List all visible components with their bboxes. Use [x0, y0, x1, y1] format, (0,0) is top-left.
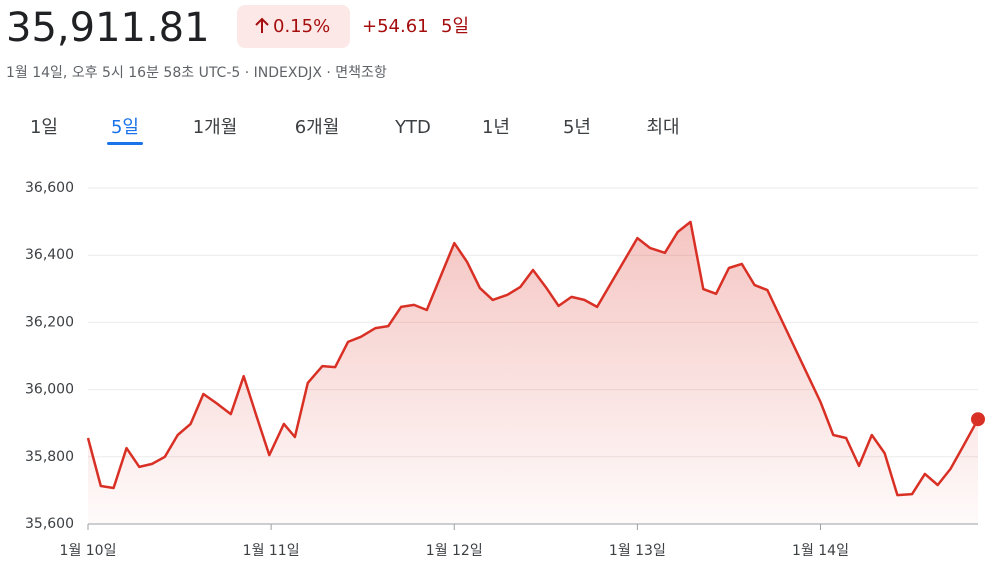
range-tab[interactable]: 1일	[30, 117, 58, 138]
price: 35,911.81	[6, 5, 210, 51]
x-tick-label: 1월 11일	[243, 543, 300, 559]
area	[88, 221, 978, 524]
range-tab[interactable]: 1개월	[193, 117, 238, 138]
x-tick-label: 1월 10일	[60, 543, 117, 559]
x-tick-label: 1월 13일	[609, 543, 666, 559]
change-pill	[237, 5, 350, 48]
y-tick-label: 36,400	[25, 247, 74, 263]
change-period: 5일	[441, 16, 469, 37]
y-tick-label: 35,600	[25, 516, 74, 532]
meta: 1월 14일, 오후 5시 16분 58초 UTC-5 · INDEXDJX ·…	[6, 65, 387, 81]
line	[86, 220, 980, 497]
y-tick-label: 36,000	[25, 382, 74, 398]
range-tab[interactable]: 1년	[482, 117, 510, 138]
last-point	[971, 412, 985, 427]
range-tab[interactable]: 5년	[563, 117, 591, 138]
up-arrow	[255, 17, 269, 33]
x-tick-label: 1월 14일	[792, 543, 849, 559]
active-tab-underline	[107, 142, 143, 145]
range-tab[interactable]: YTD	[394, 117, 431, 138]
y-tick-label: 35,800	[25, 449, 74, 465]
x-tick-label: 1월 12일	[426, 543, 483, 559]
range-tab[interactable]: 5일	[111, 117, 139, 138]
y-tick-label: 36,600	[25, 180, 74, 196]
y-tick-label: 36,200	[25, 314, 74, 330]
change-abs: +54.61	[362, 16, 429, 37]
change-pct: 0.15%	[273, 16, 330, 37]
range-tab[interactable]: 6개월	[295, 117, 340, 138]
range-tab[interactable]: 최대	[646, 117, 679, 138]
